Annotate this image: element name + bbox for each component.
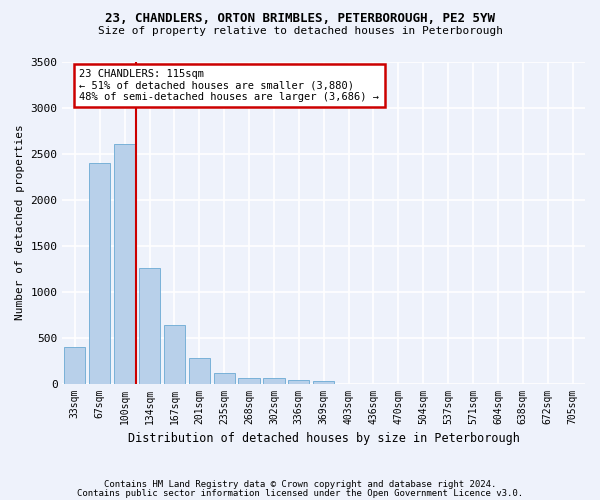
Bar [114,144,135,384]
Bar [288,380,310,384]
Bar [238,378,260,384]
Y-axis label: Number of detached properties: Number of detached properties [15,124,25,320]
Bar [64,346,85,384]
Text: 23, CHANDLERS, ORTON BRIMBLES, PETERBOROUGH, PE2 5YW: 23, CHANDLERS, ORTON BRIMBLES, PETERBORO… [105,12,495,26]
Bar [89,162,110,384]
Bar [139,268,160,384]
Bar [263,378,284,384]
Text: Size of property relative to detached houses in Peterborough: Size of property relative to detached ho… [97,26,503,36]
Bar [189,358,210,384]
X-axis label: Distribution of detached houses by size in Peterborough: Distribution of detached houses by size … [128,432,520,445]
Bar [214,373,235,384]
Text: Contains public sector information licensed under the Open Government Licence v3: Contains public sector information licen… [77,490,523,498]
Bar [313,382,334,384]
Bar [164,324,185,384]
Text: 23 CHANDLERS: 115sqm
← 51% of detached houses are smaller (3,880)
48% of semi-de: 23 CHANDLERS: 115sqm ← 51% of detached h… [79,69,379,102]
Text: Contains HM Land Registry data © Crown copyright and database right 2024.: Contains HM Land Registry data © Crown c… [104,480,496,489]
